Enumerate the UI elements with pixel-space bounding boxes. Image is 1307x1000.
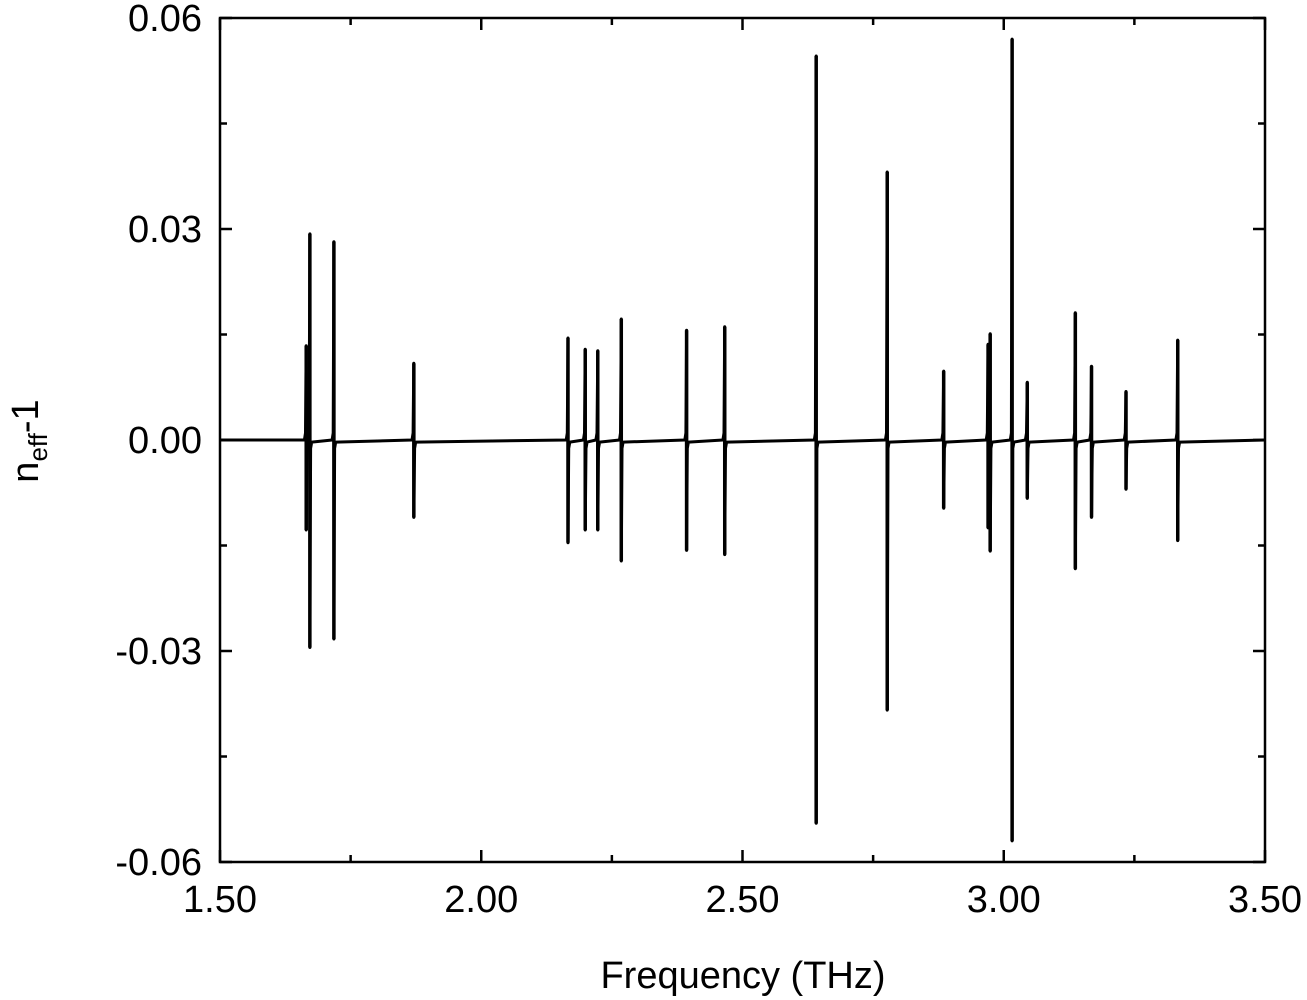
- y-tick-label: 0.00: [128, 420, 202, 462]
- x-axis-label: Frequency (THz): [600, 955, 885, 997]
- y-tick-label: 0.06: [128, 0, 202, 40]
- x-tick-label: 2.00: [444, 879, 518, 921]
- y-tick-label: 0.03: [128, 209, 202, 251]
- x-tick-label: 2.50: [706, 879, 780, 921]
- x-tick-label: 1.50: [183, 879, 257, 921]
- data-layer: [220, 37, 1266, 843]
- y-axis-label-subscript: eff: [23, 432, 53, 461]
- y-axis-label-suffix: -1: [5, 399, 47, 433]
- data-line: [220, 37, 1266, 843]
- y-axis-label-main: n: [5, 462, 47, 483]
- y-axis-label: neff-1: [5, 399, 53, 482]
- x-tick-label: 3.50: [1228, 879, 1302, 921]
- y-tick-label: -0.03: [115, 631, 202, 673]
- y-tick-label: -0.06: [115, 842, 202, 884]
- x-tick-label: 3.00: [967, 879, 1041, 921]
- tick-labels: 1.50 2.00 2.50 3.00 3.50 -0.06 -0.03 0.00 0.03 0.…: [115, 0, 1302, 921]
